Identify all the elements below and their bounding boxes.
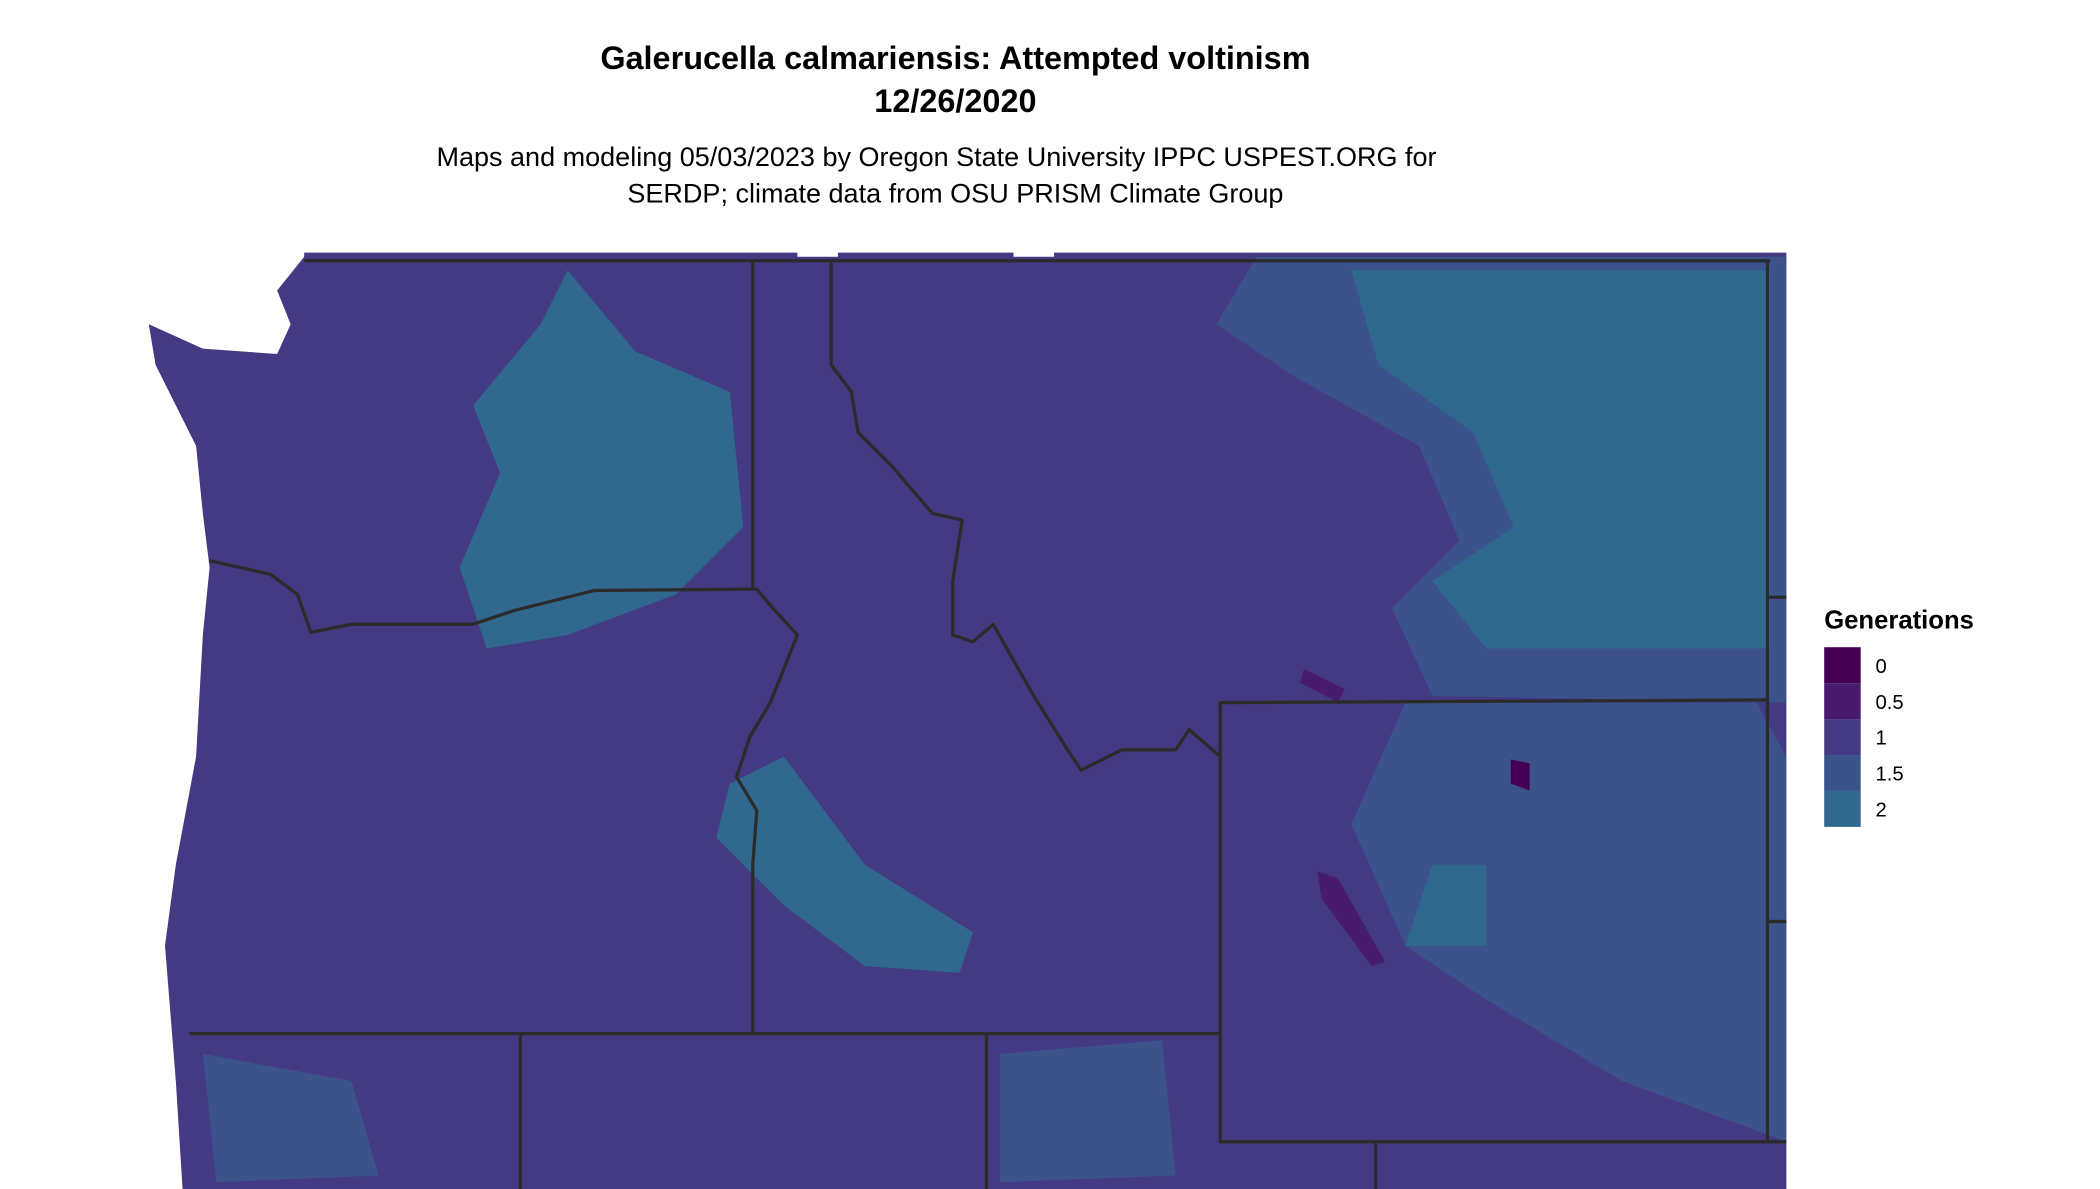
map-date: 12/26/2020	[874, 83, 1036, 119]
legend-label: 1	[1876, 728, 1887, 750]
subtitle-line-2: SERDP; climate data from OSU PRISM Clima…	[627, 179, 1283, 209]
map-title: Galerucella calmariensis: Attempted volt…	[600, 40, 1310, 76]
wyoming-basin-2-region	[1405, 864, 1487, 946]
columbia-basin-2-region	[459, 270, 744, 649]
legend-label: 0.5	[1876, 692, 1904, 714]
legend-swatch	[1824, 790, 1861, 827]
legend-label: 1.5	[1876, 764, 1904, 786]
snake-plain-2-region	[716, 756, 973, 973]
montana-2-region	[1351, 270, 1771, 649]
map-panel	[148, 252, 1787, 1189]
bighorn-0-region	[1510, 759, 1530, 791]
legend-label: 2	[1876, 800, 1887, 822]
absaroka-0.5-region	[1299, 668, 1345, 703]
nevada-1.5-region	[1000, 1040, 1176, 1183]
wind-river-0.5-region	[1317, 871, 1386, 967]
wyoming-1.5-region	[1351, 702, 1787, 1142]
legend-swatch	[1824, 755, 1861, 791]
subtitle-line-1: Maps and modeling 05/03/2023 by Oregon S…	[436, 142, 1436, 172]
california-1.5-region	[202, 1053, 379, 1183]
state-borders	[189, 259, 1787, 1189]
legend-swatch	[1824, 647, 1861, 684]
legend-swatch	[1824, 683, 1861, 720]
legend: Generations 0 0.5 1 1.5 2	[1824, 606, 1974, 827]
legend-label: 0	[1876, 656, 1887, 678]
legend-title: Generations	[1824, 606, 1974, 634]
legend-swatch	[1824, 719, 1861, 756]
